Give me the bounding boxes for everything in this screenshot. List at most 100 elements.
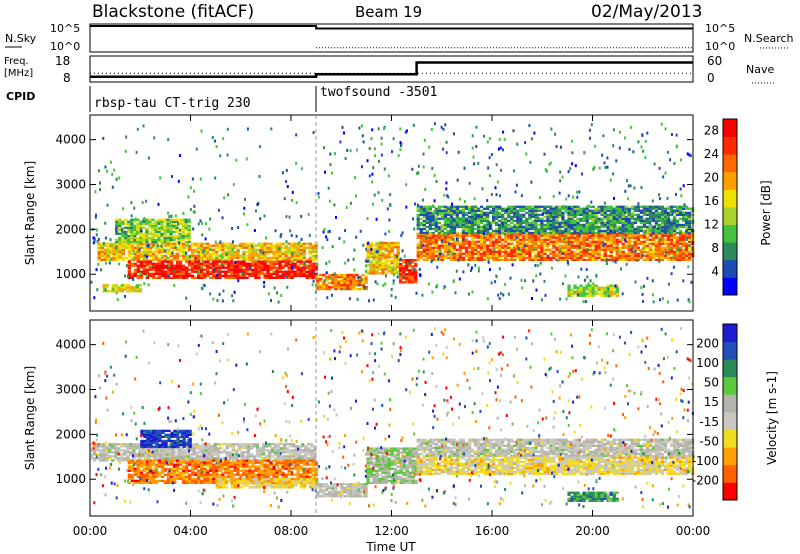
heatmap-cell bbox=[600, 242, 604, 245]
heatmap-cell bbox=[458, 258, 463, 262]
heatmap-cell bbox=[624, 252, 629, 256]
heatmap-scatter-cell bbox=[485, 232, 488, 236]
heatmap-cell bbox=[96, 457, 100, 460]
heatmap-cell bbox=[215, 268, 219, 271]
heatmap-cell bbox=[153, 449, 157, 452]
heatmap-cell bbox=[528, 240, 532, 243]
heatmap-cell bbox=[479, 242, 484, 245]
heatmap-cell bbox=[458, 246, 463, 249]
heatmap-scatter-cell bbox=[427, 206, 430, 209]
heatmap-cell bbox=[308, 264, 312, 267]
heatmap-cell bbox=[281, 274, 285, 278]
heatmap-scatter-cell bbox=[417, 203, 419, 207]
heatmap-cell bbox=[251, 256, 255, 260]
heatmap-cell bbox=[537, 258, 541, 262]
heatmap-scatter-cell bbox=[359, 229, 362, 233]
heatmap-cell bbox=[275, 258, 279, 262]
heatmap-cell bbox=[476, 229, 481, 233]
heatmap-scatter-cell bbox=[193, 204, 196, 208]
heatmap-cell bbox=[615, 258, 619, 262]
heatmap-scatter-cell bbox=[544, 293, 547, 297]
heatmap-cell bbox=[570, 236, 574, 239]
heatmap-cell bbox=[266, 242, 270, 245]
heatmap-cell bbox=[558, 254, 562, 258]
heatmap-cell bbox=[103, 248, 107, 252]
heatmap-cell bbox=[181, 232, 185, 236]
heatmap-cell bbox=[230, 254, 234, 258]
heatmap-cell bbox=[212, 248, 216, 252]
heatmap-cell bbox=[470, 219, 475, 223]
heatmap-cell bbox=[446, 256, 451, 260]
heatmap-cell bbox=[576, 217, 580, 221]
heatmap-scatter-cell bbox=[534, 263, 537, 267]
heatmap-cell bbox=[615, 284, 619, 287]
heatmap-cell bbox=[582, 231, 586, 235]
heatmap-cell bbox=[172, 252, 177, 256]
heatmap-cell bbox=[594, 258, 598, 262]
heatmap-cell bbox=[437, 244, 442, 247]
heatmap-cell bbox=[666, 256, 671, 260]
heatmap-scatter-cell bbox=[529, 236, 532, 240]
heatmap-cell bbox=[127, 258, 132, 262]
heatmap-cell bbox=[443, 213, 448, 217]
heatmap-cell bbox=[516, 236, 520, 239]
heatmap-cell bbox=[600, 292, 604, 295]
heatmap-cell bbox=[287, 258, 291, 262]
heatmap-cell bbox=[166, 224, 170, 228]
heatmap-cell bbox=[582, 242, 586, 245]
heatmap-scatter-cell bbox=[642, 149, 645, 153]
heatmap-scatter-cell bbox=[146, 244, 149, 248]
heatmap-cell bbox=[624, 258, 629, 262]
heatmap-scatter-cell bbox=[565, 197, 568, 201]
heatmap-cell bbox=[531, 209, 535, 212]
heatmap-cell bbox=[685, 205, 689, 208]
heatmap-cell bbox=[109, 252, 113, 256]
heatmap-cell bbox=[139, 276, 144, 280]
heatmap-cell bbox=[293, 242, 297, 245]
heatmap-cell bbox=[269, 256, 273, 260]
heatmap-cell bbox=[648, 238, 653, 241]
heatmap-cell bbox=[688, 221, 692, 225]
heatmap-cell bbox=[416, 223, 420, 227]
heatmap-cell bbox=[558, 240, 562, 243]
heatmap-cell bbox=[209, 262, 213, 265]
heatmap-scatter-cell bbox=[627, 197, 629, 201]
heatmap-cell bbox=[148, 248, 153, 252]
heatmap-cell bbox=[669, 242, 674, 245]
heatmap-cell bbox=[263, 272, 267, 276]
heatmap-cell bbox=[657, 252, 662, 256]
heatmap-cell bbox=[528, 246, 532, 249]
heatmap-cell bbox=[185, 266, 189, 269]
heatmap-scatter-cell bbox=[330, 293, 333, 297]
freq-left-label-line2: [MHz] bbox=[4, 68, 33, 79]
heatmap-cell bbox=[510, 234, 514, 237]
heatmap-cell bbox=[227, 246, 231, 249]
heatmap-cell bbox=[675, 252, 680, 256]
heatmap-cell bbox=[366, 246, 370, 249]
heatmap-cell bbox=[558, 211, 562, 215]
heatmap-cell bbox=[387, 246, 391, 249]
heatmap-cell bbox=[633, 248, 638, 252]
heatmap-cell bbox=[498, 254, 502, 258]
heatmap-cell bbox=[269, 264, 273, 267]
heatmap-cell bbox=[615, 288, 619, 291]
heatmap-scatter-cell bbox=[96, 288, 99, 292]
heatmap-cell bbox=[419, 211, 423, 215]
heatmap-cell bbox=[118, 250, 122, 254]
heatmap-cell bbox=[393, 264, 397, 267]
heatmap-scatter-cell bbox=[133, 239, 136, 243]
heatmap-cell bbox=[672, 231, 677, 235]
heatmap-cell bbox=[419, 205, 423, 208]
heatmap-cell bbox=[458, 236, 463, 239]
heatmap-cell bbox=[597, 221, 601, 225]
heatmap-cell bbox=[537, 238, 541, 241]
heatmap-cell bbox=[678, 254, 683, 258]
heatmap-cell bbox=[675, 209, 680, 212]
heatmap-cell bbox=[648, 242, 653, 245]
heatmap-cell bbox=[510, 225, 514, 229]
heatmap-cell bbox=[245, 266, 249, 269]
heatmap-scatter-cell bbox=[412, 123, 415, 127]
heatmap-scatter-cell bbox=[437, 257, 440, 261]
heatmap-cell bbox=[118, 232, 122, 236]
heatmap-cell bbox=[299, 272, 303, 276]
